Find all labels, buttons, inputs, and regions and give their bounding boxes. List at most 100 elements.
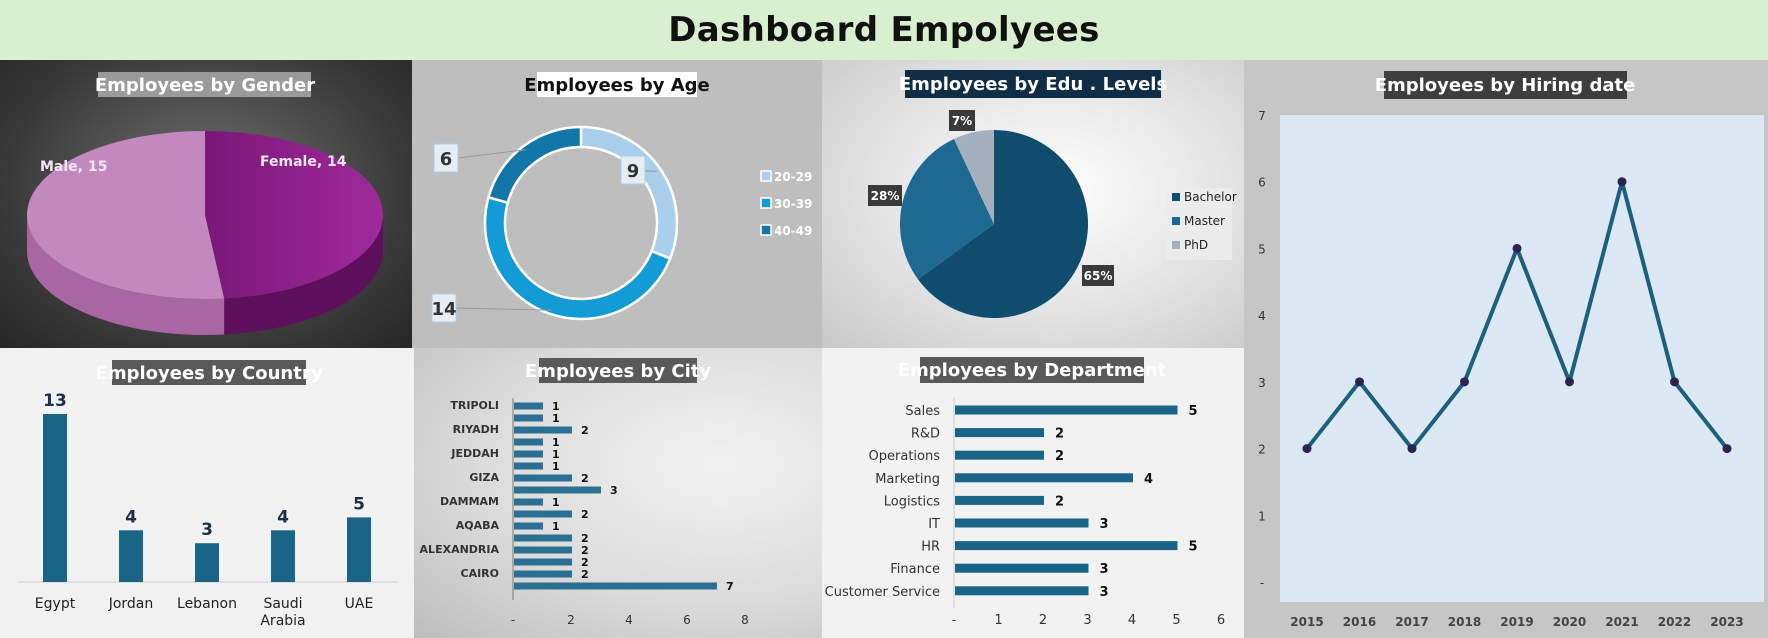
y-tick-label-hr: HR <box>921 540 940 555</box>
data-label-30-39: 14 <box>431 299 456 320</box>
y-tick-label-operations: Operations <box>869 449 941 464</box>
y-tick-label-finance: Finance <box>890 562 940 577</box>
chart-hiring: Employees by Hiring date - 1 2 3 4 5 6 7 2015 201… <box>1258 71 1764 629</box>
bar-dammam <box>514 498 543 506</box>
x-tick-label: 1 <box>994 613 1002 628</box>
bar-customer-service <box>955 586 1089 596</box>
x-tick-label: 2019 <box>1500 615 1533 629</box>
data-label-box <box>433 143 459 173</box>
leader-line <box>455 307 552 311</box>
data-label-it: 3 <box>1100 517 1109 532</box>
chart-title-bg <box>1384 71 1627 99</box>
panel-city[interactable]: Employees by City 1 1 2 1 1 1 2 3 1 2 1 2 2 2 2 7 TRIPOL… <box>414 348 822 638</box>
chart-title: Employees by Hiring date <box>1375 75 1636 96</box>
bar-alexandria <box>514 558 572 566</box>
data-label: 7 <box>726 580 734 593</box>
x-tick-label: 2017 <box>1395 615 1428 629</box>
bar-jeddah <box>514 450 543 458</box>
legend-swatch-40-49 <box>760 224 772 236</box>
x-tick-label: 2020 <box>1553 615 1586 629</box>
chart-title: Employees by Age <box>524 75 710 96</box>
chart-title: Employees by Department <box>898 360 1167 381</box>
data-label-phd: 7% <box>952 114 972 128</box>
bar-giza <box>514 474 572 482</box>
pie-slice-phd <box>953 130 994 224</box>
panel-education[interactable]: Employees by Edu . Levels 65% 28% 7% Bachel… <box>822 60 1244 348</box>
y-tick-label: 1 <box>1258 509 1266 523</box>
data-label-bg <box>1082 265 1114 286</box>
x-tick-label: 2023 <box>1710 615 1743 629</box>
bar-lebanon <box>195 543 219 582</box>
bar-saudi-arabia <box>271 530 295 582</box>
data-label-bachelor: 65% <box>1084 269 1113 283</box>
chart-title-bg <box>539 358 697 383</box>
legend-swatch-20-29 <box>760 170 772 182</box>
y-tick-label: 7 <box>1258 109 1266 123</box>
data-label-bg <box>868 185 902 206</box>
dashboard-header: Dashboard Empolyees <box>0 0 1768 61</box>
y-tick-label-marketing: Marketing <box>875 472 940 487</box>
bar-uae <box>347 517 371 582</box>
bar-egypt <box>43 414 67 582</box>
chart-title-bg <box>98 72 311 97</box>
data-label-40-49: 6 <box>440 149 453 170</box>
panel-hiring[interactable]: Employees by Hiring date - 1 2 3 4 5 6 7 2015 201… <box>1244 60 1768 638</box>
x-tick-label: 2018 <box>1448 615 1481 629</box>
legend-label-20-29: 20-29 <box>774 170 812 184</box>
leader-line <box>457 149 526 159</box>
data-point-2020 <box>1565 377 1574 387</box>
legend-label-40-49: 40-49 <box>774 224 812 238</box>
data-label: 1 <box>552 496 560 509</box>
data-label: 1 <box>552 436 560 449</box>
x-tick-label-lebanon: Lebanon <box>177 596 237 612</box>
y-tick-label-tripoli: TRIPOLI <box>450 399 499 412</box>
chart-title: Employees by Edu . Levels <box>899 74 1167 95</box>
legend-label-bachelor: Bachelor <box>1184 190 1237 204</box>
bar-finance <box>955 563 1089 573</box>
data-label: 1 <box>552 460 560 473</box>
bar-it <box>955 518 1089 528</box>
x-tick-label: 6 <box>1217 613 1225 628</box>
data-label: 2 <box>581 508 589 521</box>
data-label-bg <box>949 110 975 131</box>
doughnut-slice-40-49 <box>486 125 583 205</box>
x-tick-label: 2022 <box>1658 615 1691 629</box>
data-label-male: Male, 15 <box>40 159 107 175</box>
data-label: 2 <box>581 544 589 557</box>
data-point-2015 <box>1302 444 1312 454</box>
x-tick-label: 5 <box>1172 613 1180 628</box>
data-label: 1 <box>552 412 560 425</box>
panel-gender[interactable]: Employees by Gender Male, 15 Female, 14 <box>0 60 412 348</box>
legend-swatch-phd <box>1172 241 1180 249</box>
x-tick-label-uae: UAE <box>345 596 374 612</box>
y-tick-label: 6 <box>1258 176 1266 190</box>
data-label-lebanon: 3 <box>201 520 213 540</box>
data-label-egypt: 13 <box>43 391 67 411</box>
bar-jeddah <box>514 462 543 470</box>
panel-department[interactable]: Employees by Department 5 Sales 2 R&D 2 Opera… <box>822 348 1244 638</box>
y-tick-label: 5 <box>1258 242 1266 256</box>
pie-side-male <box>27 215 225 336</box>
bar-r-d <box>955 428 1044 438</box>
pie-side-female <box>224 215 383 335</box>
chart-department: Employees by Department 5 Sales 2 R&D 2 Opera… <box>825 357 1225 628</box>
data-label-operations: 2 <box>1055 449 1064 464</box>
y-tick-label-aqaba: AQABA <box>456 519 500 532</box>
y-tick-label-alexandria: ALEXANDRIA <box>420 543 500 556</box>
data-label: 3 <box>610 484 618 497</box>
plot-area <box>1280 115 1764 602</box>
chart-country: Employees by Country 13 Egypt 4 Jordan 3 Leba… <box>18 360 398 629</box>
data-label: 2 <box>581 556 589 569</box>
panel-country[interactable]: Employees by Country 13 Egypt 4 Jordan 3 Leba… <box>0 348 414 638</box>
panel-age[interactable]: Employees by Age 9 14 6 20-29 30-39 40-49 <box>412 60 822 348</box>
y-tick-label: 3 <box>1258 376 1266 390</box>
bar-alexandria <box>514 546 572 554</box>
y-tick-label-riyadh: RIYADH <box>453 423 499 436</box>
data-label-hr: 5 <box>1189 540 1198 555</box>
pie-slice-male <box>26 131 225 299</box>
bar-logistics <box>955 495 1044 505</box>
bar-sales <box>955 405 1178 415</box>
bar-hr <box>955 541 1178 551</box>
data-point-2021 <box>1617 177 1627 187</box>
bar-tripoli <box>514 402 543 410</box>
